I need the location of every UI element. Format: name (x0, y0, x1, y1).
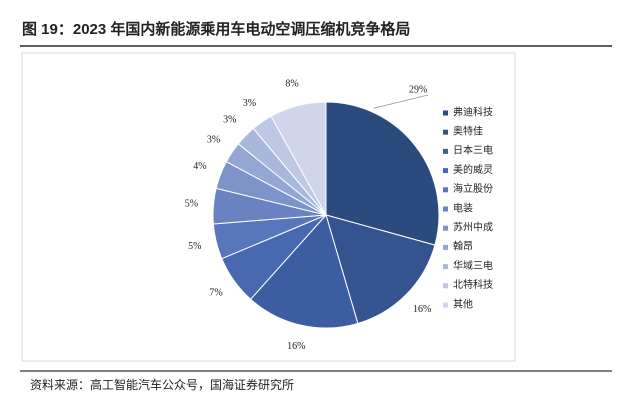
data-label: 3% (223, 115, 236, 126)
legend-swatch (443, 148, 448, 154)
data-label: 4% (193, 161, 206, 172)
pie-slice (249, 213, 359, 329)
pie-slice (270, 101, 327, 217)
data-label: 7% (209, 288, 222, 299)
legend-swatch (443, 206, 448, 212)
data-label: 5% (185, 199, 198, 210)
data-label: 8% (285, 79, 298, 90)
data-label: 29% (409, 84, 427, 95)
pie-slice (325, 214, 436, 325)
data-label: 3% (207, 135, 220, 146)
leader-line (373, 94, 429, 109)
legend-label: 弗迪科技 (453, 105, 493, 118)
legend-label: 奥特佳 (453, 124, 483, 137)
legend-swatch (443, 168, 448, 174)
legend-label: 日本三电 (453, 144, 493, 157)
legend-label: 苏州中成 (453, 220, 493, 233)
legend-label: 电装 (453, 201, 473, 214)
pie-slice (325, 101, 440, 246)
legend-swatch (443, 283, 448, 289)
legend-label: 华域三电 (453, 259, 493, 272)
data-label: 16% (413, 304, 431, 315)
legend-swatch (443, 129, 448, 135)
source: 资料来源：高工智能汽车公众号，国海证券研究所 (30, 377, 294, 392)
legend-label: 北特科技 (453, 278, 493, 291)
legend-swatch (443, 110, 448, 116)
legend-swatch (443, 187, 448, 193)
chart-frame (21, 52, 516, 362)
legend-swatch (443, 244, 448, 250)
legend-label: 美的威灵 (453, 163, 493, 176)
data-label: 16% (287, 341, 305, 352)
legend-label: 海立股份 (453, 182, 493, 195)
legend-label: 其他 (453, 297, 473, 310)
legend-swatch (443, 225, 448, 231)
legend-swatch (443, 302, 448, 308)
data-label: 3% (243, 98, 256, 109)
chart-title: 图 19：2023 年国内新能源乘用车电动空调压缩机竞争格局 (22, 20, 410, 38)
data-label: 5% (188, 241, 201, 252)
legend-swatch (443, 264, 448, 270)
legend-label: 翰昂 (453, 240, 473, 253)
